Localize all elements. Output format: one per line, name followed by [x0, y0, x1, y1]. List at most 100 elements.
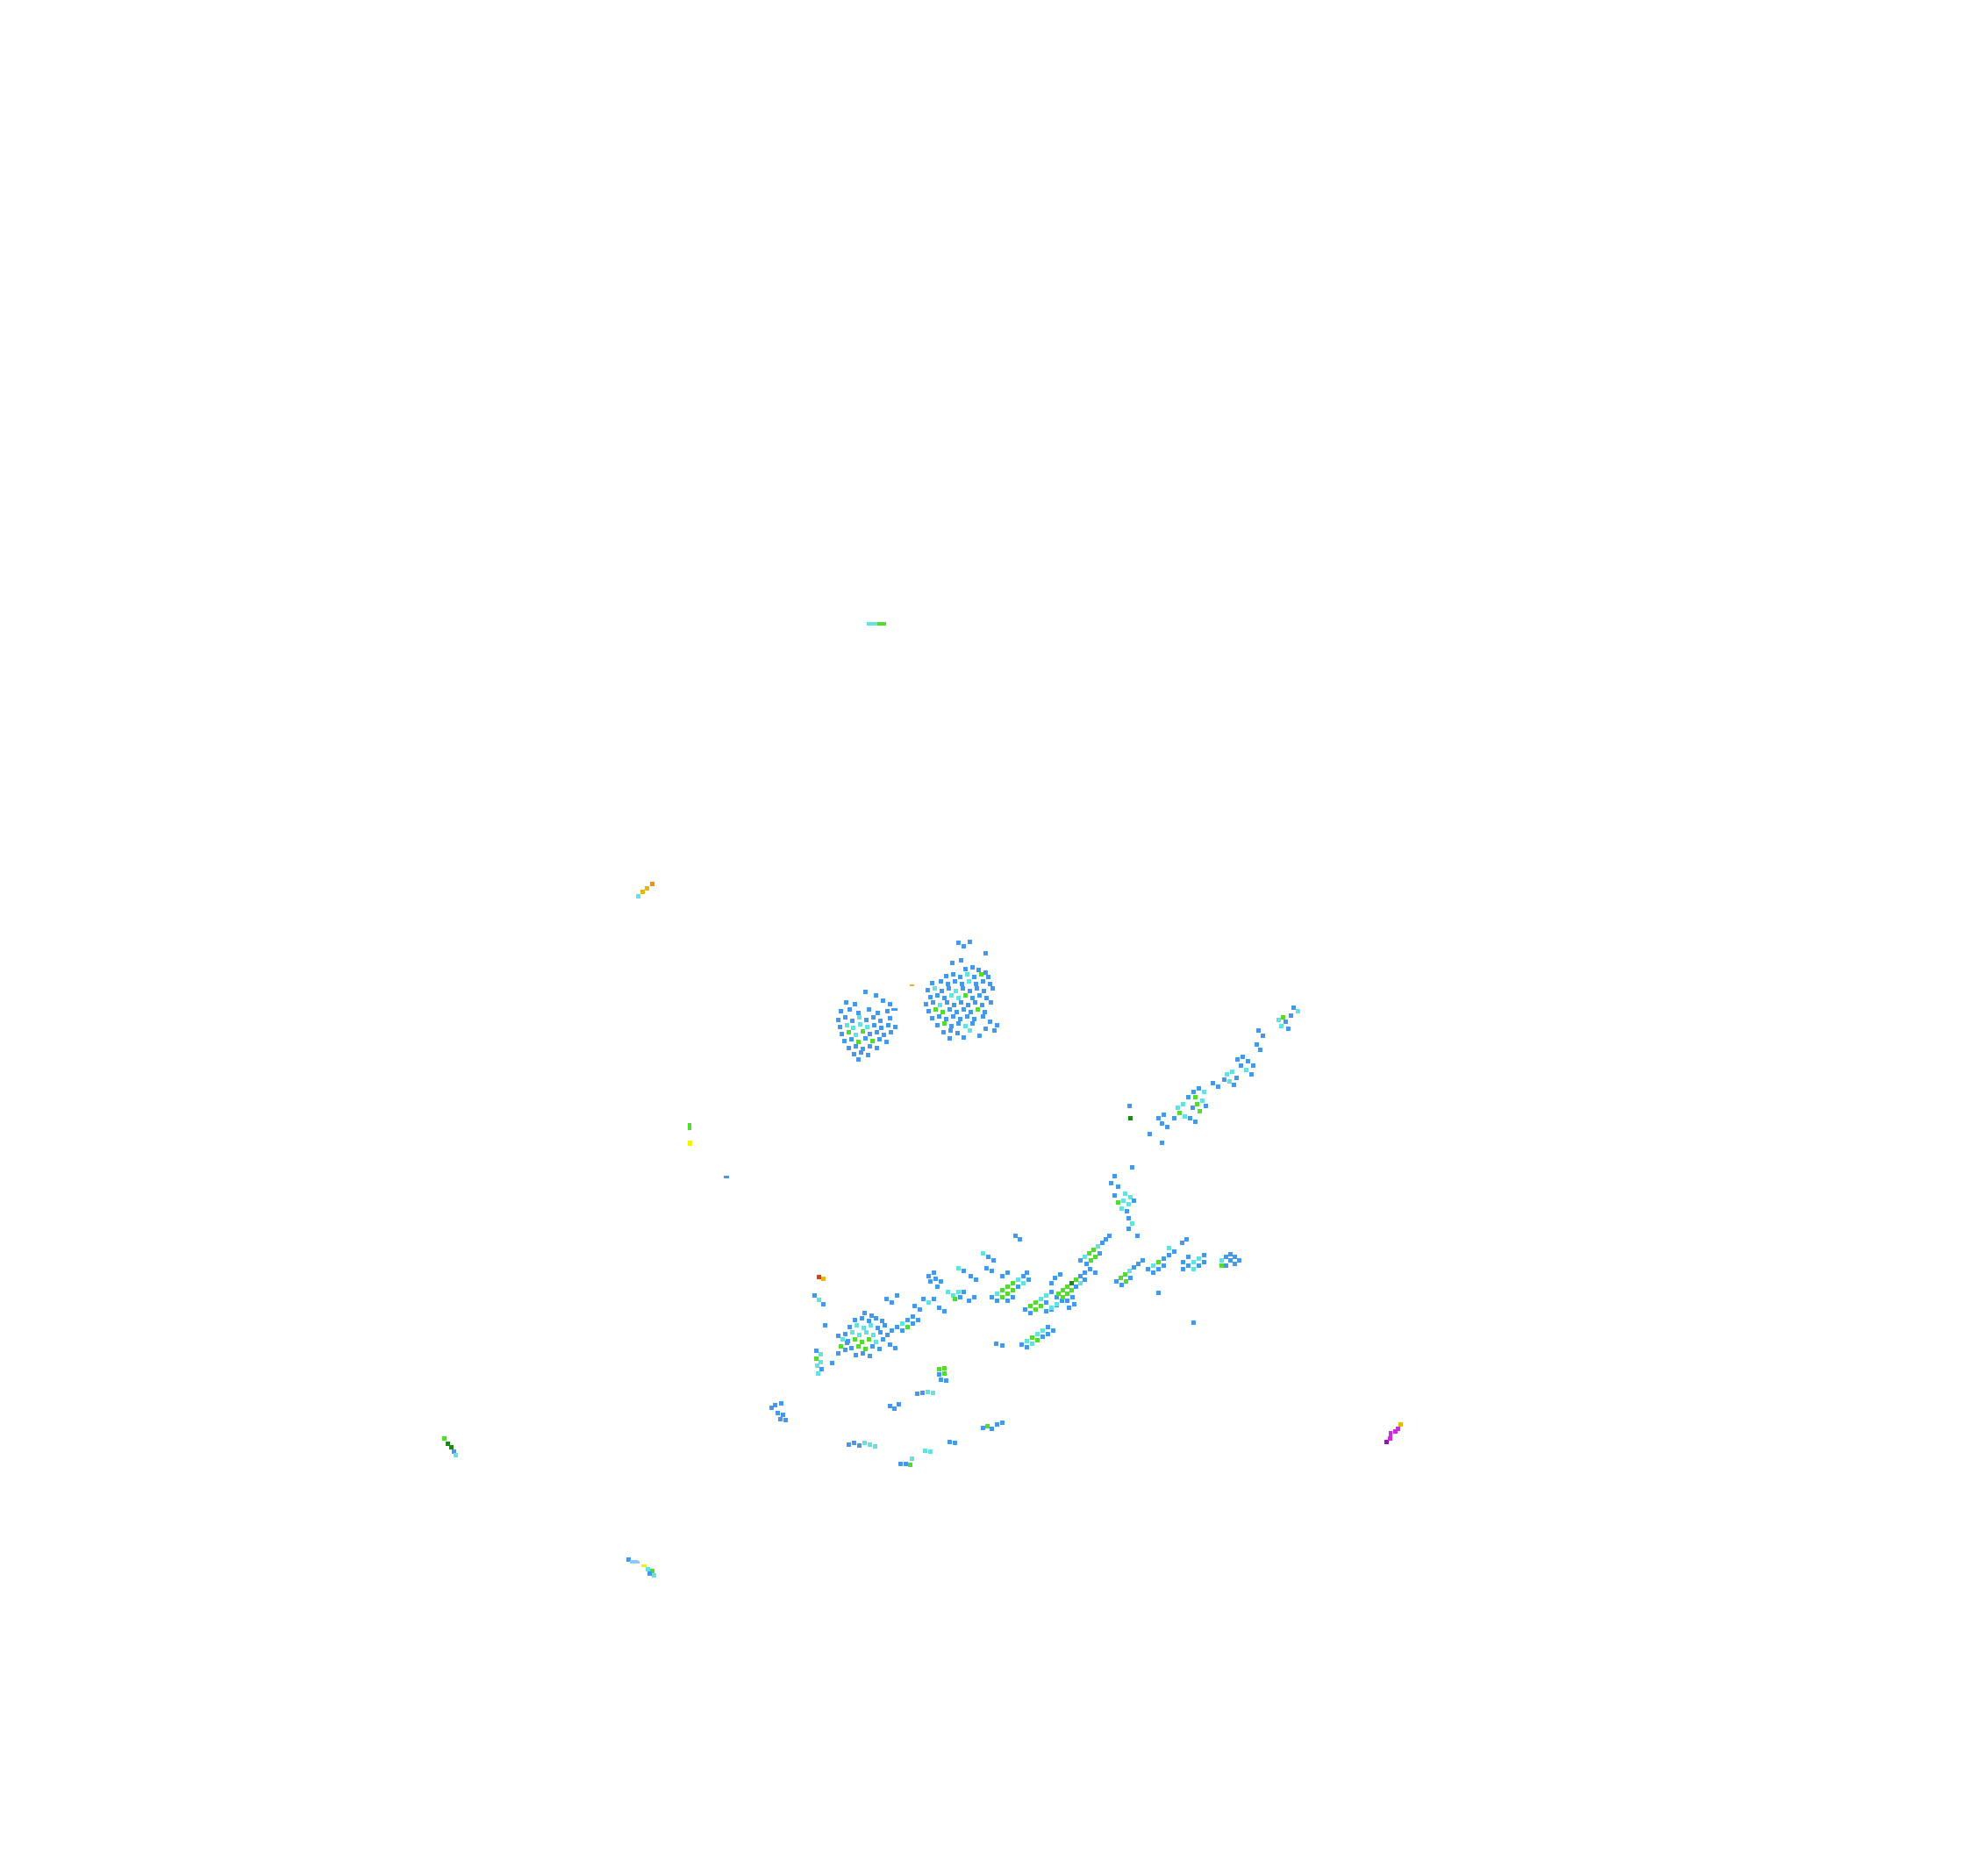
radar-echo-cell [958, 1295, 962, 1299]
radar-echo-cell [937, 1367, 941, 1371]
radar-echo-cell [781, 1413, 785, 1417]
radar-echo-cell [1046, 1325, 1050, 1329]
radar-echo-cell [1255, 1042, 1259, 1047]
radar-echo-cell [1195, 1102, 1199, 1106]
radar-echo-cell [932, 1270, 936, 1275]
radar-echo-cell [868, 1354, 872, 1358]
radar-echo-cell [1011, 1281, 1015, 1285]
radar-echo-cell [948, 1036, 952, 1041]
radar-echo-cell [836, 1334, 840, 1338]
radar-echo-cell [1126, 1227, 1131, 1231]
radar-echo-cell [1126, 1202, 1131, 1206]
radar-echo-cell [1256, 1028, 1261, 1033]
radar-echo-cell [878, 1330, 883, 1335]
radar-echo-cell [881, 1337, 885, 1342]
radar-echo-cell [924, 1002, 928, 1006]
radar-echo-cell [892, 1406, 897, 1411]
radar-echo-cell [1083, 1270, 1087, 1275]
radar-echo-cell [1197, 1263, 1201, 1268]
radar-echo-cell [856, 1040, 861, 1044]
radar-echo-cell [842, 1039, 847, 1043]
radar-echo-cell [1091, 1248, 1096, 1252]
radar-echo-cell [1028, 1304, 1033, 1308]
radar-echo-cell [861, 1047, 865, 1051]
radar-echo-cell [939, 979, 943, 984]
radar-echo-cell [915, 1392, 919, 1396]
radar-echo-cell [876, 1011, 880, 1015]
radar-echo-cell [1044, 1309, 1048, 1313]
radar-echo-cell [979, 972, 983, 977]
radar-echo-cell [1067, 1306, 1071, 1310]
radar-echo-cell [895, 1325, 899, 1329]
radar-echo-cell [647, 1571, 652, 1576]
radar-echo-cell [926, 1274, 931, 1278]
radar-echo-cell [975, 986, 979, 991]
radar-echo-cell [977, 1034, 982, 1038]
radar-echo-cell [1023, 1307, 1027, 1312]
radar-echo-cell [893, 1346, 897, 1350]
radar-echo-cell [933, 1007, 938, 1012]
radar-echo-cell [852, 1441, 856, 1445]
radar-echo-cell [875, 1030, 879, 1034]
radar-echo-cell [861, 1351, 865, 1356]
radar-echo-cell [1000, 1295, 1005, 1299]
radar-echo-cell [962, 1035, 966, 1040]
radar-echo-cell [874, 993, 878, 998]
radar-echo-cell [1186, 1095, 1191, 1099]
radar-echo-cell [974, 982, 978, 986]
radar-echo-cell [849, 1346, 854, 1350]
radar-echo-cell [1151, 1263, 1155, 1268]
radar-echo-cell [847, 1007, 852, 1012]
radar-echo-cell [1227, 1079, 1232, 1084]
radar-echo-cell [1233, 1262, 1237, 1266]
radar-echo-cell [1069, 1281, 1074, 1285]
radar-echo-cell [956, 1021, 961, 1026]
radar-echo-cell [1033, 1300, 1038, 1305]
radar-echo-cell [1181, 1260, 1185, 1264]
radar-echo-cell [871, 1333, 876, 1337]
radar-echo-cell [944, 1378, 948, 1383]
radar-echo-cell [937, 1014, 941, 1019]
radar-echo-cell [814, 1349, 819, 1353]
radar-echo-cell [1251, 1063, 1255, 1068]
radar-echo-cell [858, 1022, 862, 1027]
radar-echo-cell [650, 882, 654, 886]
radar-echo-cell [976, 968, 981, 972]
radar-echo-cell [1065, 1292, 1069, 1296]
radar-echo-cell [1130, 1165, 1134, 1170]
radar-echo-cell [1162, 1263, 1166, 1268]
radar-echo-cell [966, 1003, 970, 1007]
radar-echo-cell [646, 1567, 650, 1571]
radar-echo-cell [1096, 1244, 1100, 1249]
radar-echo-cell [940, 989, 944, 993]
radar-echo-cell [972, 1295, 976, 1299]
radar-echo-cell [961, 986, 965, 991]
radar-echo-cell [847, 1442, 851, 1447]
radar-echo-cell [963, 1024, 968, 1028]
radar-echo-cell [1005, 1270, 1010, 1275]
radar-echo-cell [872, 622, 877, 626]
radar-echo-cell [931, 1391, 935, 1395]
radar-echo-cell [1389, 1431, 1392, 1437]
radar-echo-cell [874, 1340, 878, 1344]
radar-echo-cell [976, 1007, 980, 1012]
radar-echo-cell [1197, 1086, 1201, 1091]
radar-echo-cell [1028, 1311, 1033, 1315]
radar-echo-cell [930, 981, 934, 985]
radar-echo-cell [970, 996, 975, 1000]
radar-echo-cell [454, 1453, 458, 1457]
radar-echo-cell [724, 1176, 729, 1178]
radar-echo-cell [1261, 1034, 1265, 1038]
radar-echo-cell [873, 1444, 877, 1449]
radar-echo-cell [1011, 1295, 1015, 1299]
radar-echo-cell [1025, 1345, 1029, 1349]
radar-echo-cell [995, 1299, 999, 1303]
radar-echo-cell [995, 1023, 999, 1027]
radar-echo-cell [1018, 1237, 1022, 1242]
radar-echo-cell [968, 940, 972, 944]
radar-echo-cell [963, 967, 968, 971]
radar-echo-cell [972, 975, 976, 979]
radar-echo-cell [821, 1302, 826, 1306]
radar-echo-cell [1084, 1262, 1089, 1266]
radar-echo-cell [853, 1002, 857, 1006]
